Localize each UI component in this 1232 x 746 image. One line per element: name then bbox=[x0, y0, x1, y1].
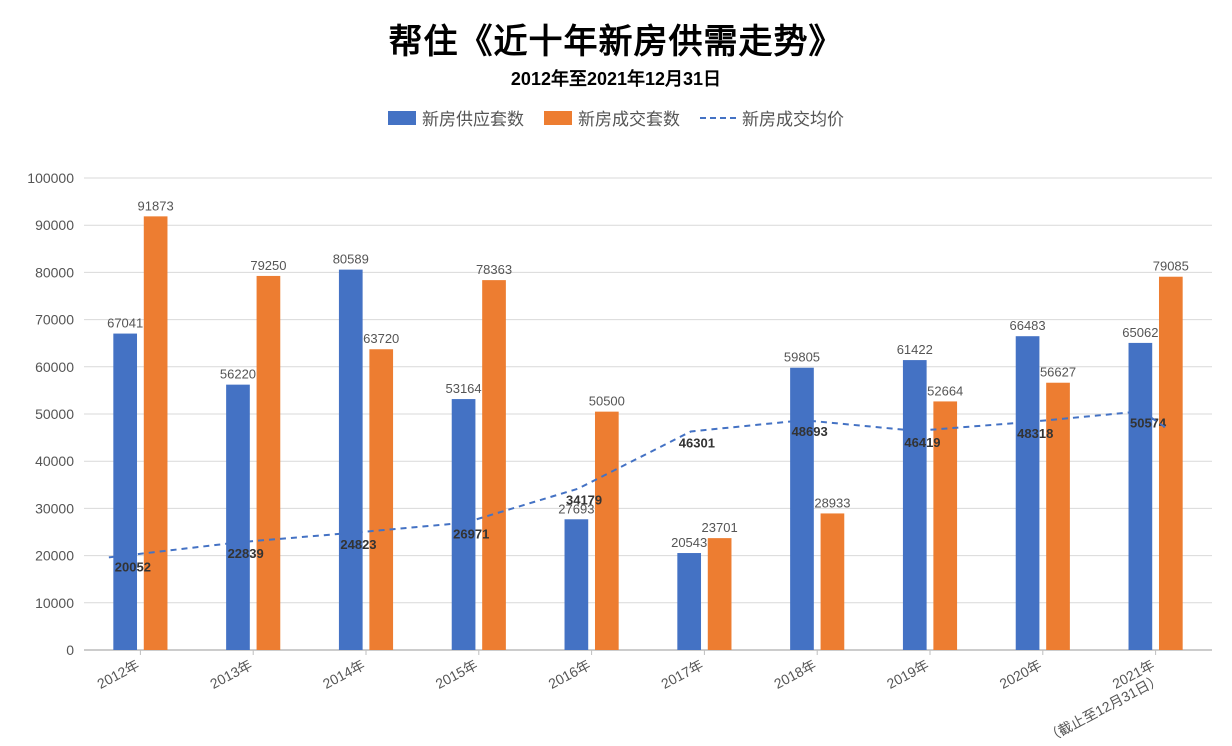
svg-text:2020年: 2020年 bbox=[997, 657, 1044, 692]
bar-label-series1: 67041 bbox=[107, 316, 143, 331]
legend-label-series1: 新房供应套数 bbox=[422, 105, 524, 130]
bar-series2 bbox=[1046, 383, 1070, 650]
line-value-label: 48693 bbox=[792, 424, 828, 439]
legend-item-series1: 新房供应套数 bbox=[388, 105, 524, 130]
x-tick-label: 2020年 bbox=[997, 657, 1044, 692]
bar-series1 bbox=[677, 553, 701, 650]
legend-item-series3: 新房成交均价 bbox=[700, 105, 844, 130]
chart-title: 帮住《近十年新房供需走势》 bbox=[0, 0, 1232, 63]
bar-label-series2: 78363 bbox=[476, 262, 512, 277]
bar-series2 bbox=[257, 276, 281, 650]
y-tick-label: 0 bbox=[66, 642, 74, 658]
bar-label-series2: 23701 bbox=[702, 520, 738, 535]
x-tick-label: 2016年 bbox=[546, 657, 593, 692]
bar-series2 bbox=[482, 280, 506, 650]
y-tick-label: 70000 bbox=[35, 312, 74, 328]
y-tick-label: 50000 bbox=[35, 406, 74, 422]
bar-series1 bbox=[452, 399, 476, 650]
y-tick-label: 90000 bbox=[35, 217, 74, 233]
x-tick-label: 2017年 bbox=[658, 657, 705, 692]
legend-dash-series3 bbox=[700, 117, 736, 119]
legend-swatch-series2 bbox=[544, 111, 572, 125]
svg-text:2015年: 2015年 bbox=[433, 657, 480, 692]
x-tick-label: 2021年（截止至12月31日） bbox=[1035, 657, 1164, 746]
bar-label-series2: 79085 bbox=[1153, 259, 1189, 274]
svg-text:（截止至12月31日）: （截止至12月31日） bbox=[1043, 671, 1165, 746]
svg-text:2014年: 2014年 bbox=[320, 657, 367, 692]
bar-label-series2: 63720 bbox=[363, 331, 399, 346]
x-tick-label: 2014年 bbox=[320, 657, 367, 692]
bar-series2 bbox=[708, 538, 732, 650]
bar-label-series1: 56220 bbox=[220, 367, 256, 382]
chart-svg: 0 10000 20000 30000 40000 50000 60000 70000 8000… bbox=[0, 166, 1232, 746]
bar-series1 bbox=[790, 368, 814, 650]
line-value-label: 46419 bbox=[904, 435, 940, 450]
x-tick-label: 2018年 bbox=[771, 657, 818, 692]
bar-label-series1: 59805 bbox=[784, 350, 820, 365]
bar-label-series1: 65062 bbox=[1122, 325, 1158, 340]
bar-series2 bbox=[1159, 277, 1183, 650]
y-tick-label: 10000 bbox=[35, 595, 74, 611]
y-tick-label: 80000 bbox=[35, 264, 74, 280]
bar-series1 bbox=[1129, 343, 1153, 650]
line-value-label: 50574 bbox=[1130, 415, 1167, 430]
line-value-label: 24823 bbox=[340, 537, 376, 552]
legend: 新房供应套数 新房成交套数 新房成交均价 bbox=[0, 105, 1232, 130]
bar-label-series2: 56627 bbox=[1040, 365, 1076, 380]
y-tick-label: 30000 bbox=[35, 500, 74, 516]
svg-text:2017年: 2017年 bbox=[658, 657, 705, 692]
bar-series2 bbox=[144, 216, 168, 650]
svg-text:2012年: 2012年 bbox=[94, 657, 141, 692]
x-tick-label: 2015年 bbox=[433, 657, 480, 692]
x-tick-label: 2012年 bbox=[94, 657, 141, 692]
line-value-label: 48318 bbox=[1017, 426, 1053, 441]
legend-label-series2: 新房成交套数 bbox=[578, 105, 680, 130]
chart-subtitle: 2012年至2021年12月31日 bbox=[0, 65, 1232, 91]
bar-label-series1: 53164 bbox=[445, 381, 481, 396]
chart-area: 0 10000 20000 30000 40000 50000 60000 70000 8000… bbox=[0, 166, 1232, 746]
x-tick-label: 2013年 bbox=[207, 657, 254, 692]
bar-series2 bbox=[369, 349, 393, 650]
svg-text:2016年: 2016年 bbox=[546, 657, 593, 692]
bar-series1 bbox=[565, 519, 589, 650]
bar-series2 bbox=[595, 412, 619, 650]
bar-series1 bbox=[903, 360, 927, 650]
bar-label-series2: 52664 bbox=[927, 383, 963, 398]
bar-label-series2: 28933 bbox=[814, 495, 850, 510]
legend-item-series2: 新房成交套数 bbox=[544, 105, 680, 130]
line-value-label: 26971 bbox=[453, 527, 489, 542]
bar-label-series1: 66483 bbox=[1009, 318, 1045, 333]
bar-series1 bbox=[113, 334, 137, 650]
bar-series2 bbox=[821, 513, 845, 650]
y-tick-label: 100000 bbox=[27, 170, 74, 186]
bar-label-series2: 91873 bbox=[138, 198, 174, 213]
line-value-label: 20052 bbox=[115, 559, 151, 574]
svg-text:2019年: 2019年 bbox=[884, 657, 931, 692]
bar-label-series2: 50500 bbox=[589, 394, 625, 409]
bar-series1 bbox=[1016, 336, 1040, 650]
bar-series1 bbox=[226, 385, 250, 650]
y-tick-label: 20000 bbox=[35, 548, 74, 564]
legend-swatch-series1 bbox=[388, 111, 416, 125]
line-value-label: 46301 bbox=[679, 435, 715, 450]
bar-label-series1: 61422 bbox=[897, 342, 933, 357]
line-value-label: 22839 bbox=[228, 546, 264, 561]
bar-series1 bbox=[339, 270, 363, 650]
svg-text:2018年: 2018年 bbox=[771, 657, 818, 692]
bar-label-series1: 80589 bbox=[333, 252, 369, 267]
legend-label-series3: 新房成交均价 bbox=[742, 105, 844, 130]
bar-label-series2: 79250 bbox=[250, 258, 286, 273]
y-tick-label: 40000 bbox=[35, 453, 74, 469]
x-tick-label: 2019年 bbox=[884, 657, 931, 692]
bar-label-series1: 20543 bbox=[671, 535, 707, 550]
line-value-label: 34179 bbox=[566, 493, 602, 508]
svg-text:2013年: 2013年 bbox=[207, 657, 254, 692]
y-tick-label: 60000 bbox=[35, 359, 74, 375]
